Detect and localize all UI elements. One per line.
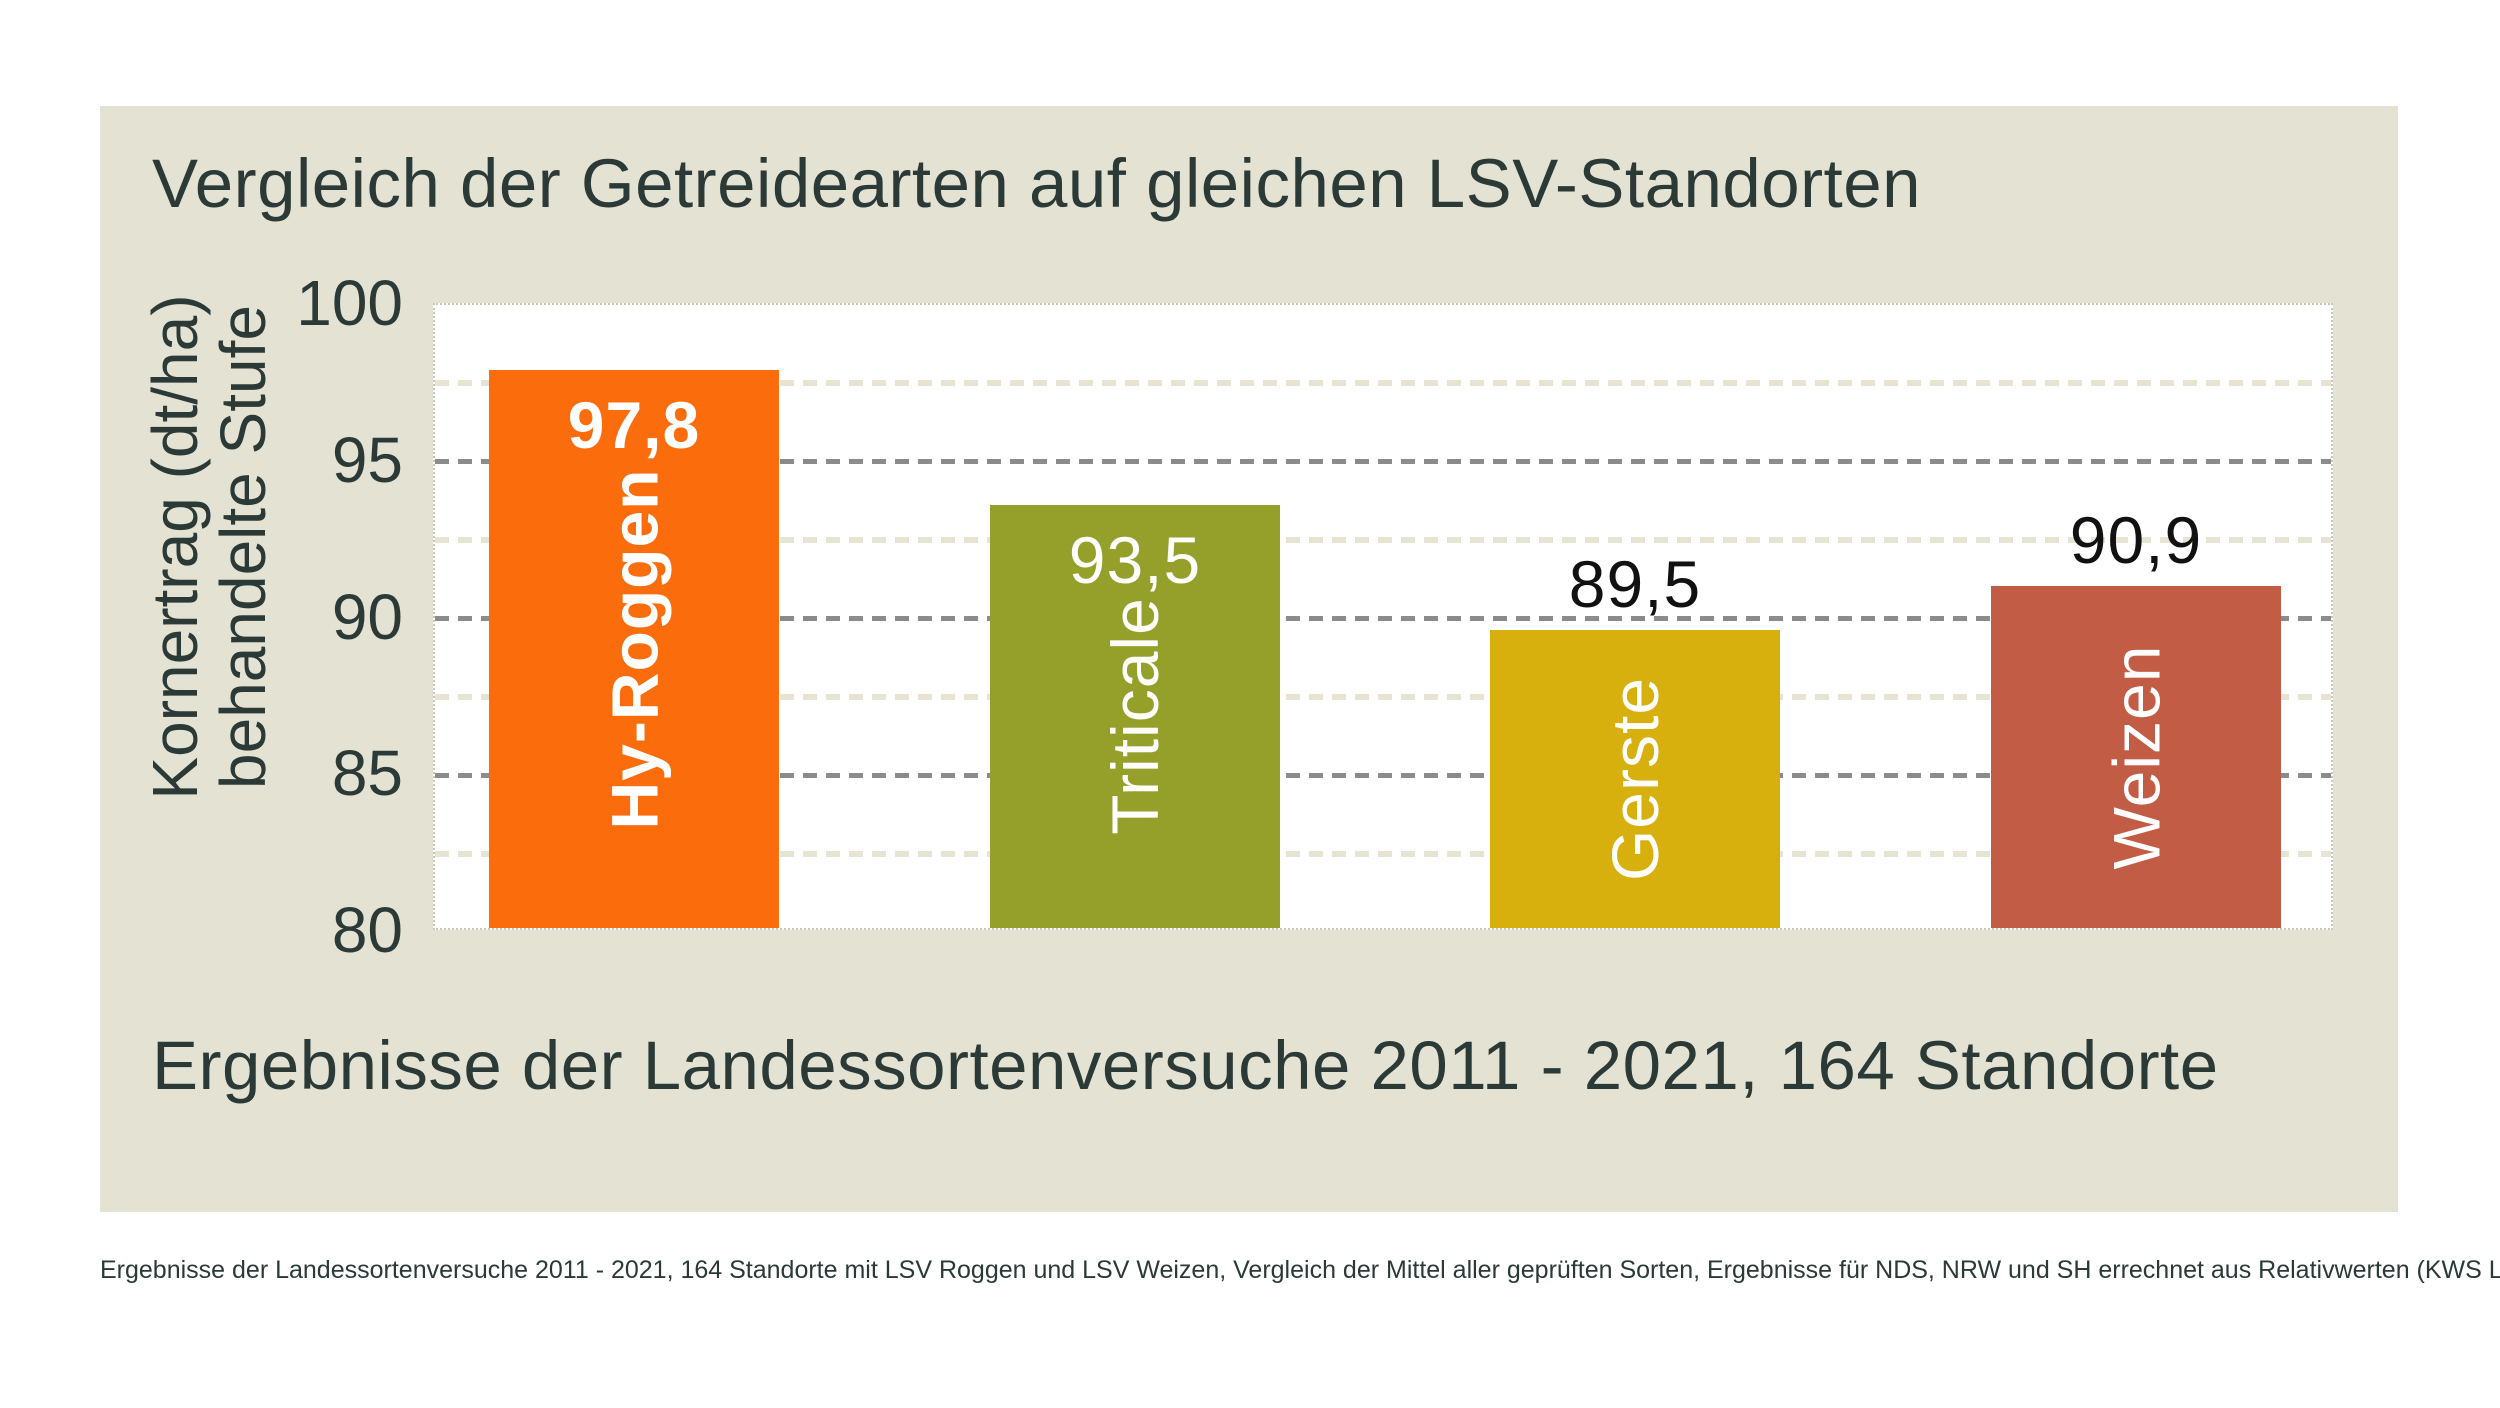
- bar-hy-roggen: Hy-Roggen: [489, 370, 779, 928]
- y-tick-label: 80: [331, 894, 403, 966]
- bar-triticale: Triticale: [990, 504, 1280, 928]
- chart-card: Vergleich der Getreidearten auf gleichen…: [100, 106, 2398, 1212]
- plot-area: Hy-Roggen 97,8 Triticale 93,5 Gerste 89,5 Weiz…: [433, 303, 2333, 930]
- gridline-minor: [435, 850, 2331, 857]
- bar-category-label: Triticale: [1098, 597, 1172, 836]
- y-tick-label: 85: [331, 737, 403, 810]
- bar-value-label: 97,8: [567, 388, 701, 462]
- gridline-minor: [435, 537, 2331, 544]
- bar-value-label: 93,5: [1068, 522, 1202, 597]
- footnote: Ergebnisse der Landessortenversuche 2011…: [100, 1256, 2500, 1284]
- bar-gerste: Gerste: [1490, 630, 1780, 928]
- y-axis-ticks: 100 95 90 85 80: [100, 271, 403, 962]
- gridline-major: [435, 772, 2331, 778]
- gridline-major: [435, 459, 2331, 465]
- gridline-minor: [435, 380, 2331, 387]
- bar-category-label: Hy-Roggen: [597, 468, 672, 830]
- bar-weizen: Weizen: [1991, 586, 2281, 928]
- chart-title: Vergleich der Getreidearten auf gleichen…: [152, 145, 1921, 222]
- bar-value-label: 90,9: [2069, 503, 2203, 578]
- bar-category-label: Gerste: [1597, 677, 1672, 882]
- y-tick-label: 95: [331, 423, 403, 496]
- gridline-major: [435, 616, 2331, 621]
- chart-subtitle: Ergebnisse der Landessortenversuche 2011…: [152, 1027, 2219, 1104]
- bar-category-label: Weizen: [2098, 644, 2173, 870]
- gridline-minor: [435, 693, 2331, 700]
- y-tick-label: 90: [331, 580, 403, 653]
- y-tick-label: 100: [296, 267, 403, 339]
- bar-value-label: 89,5: [1568, 547, 1702, 622]
